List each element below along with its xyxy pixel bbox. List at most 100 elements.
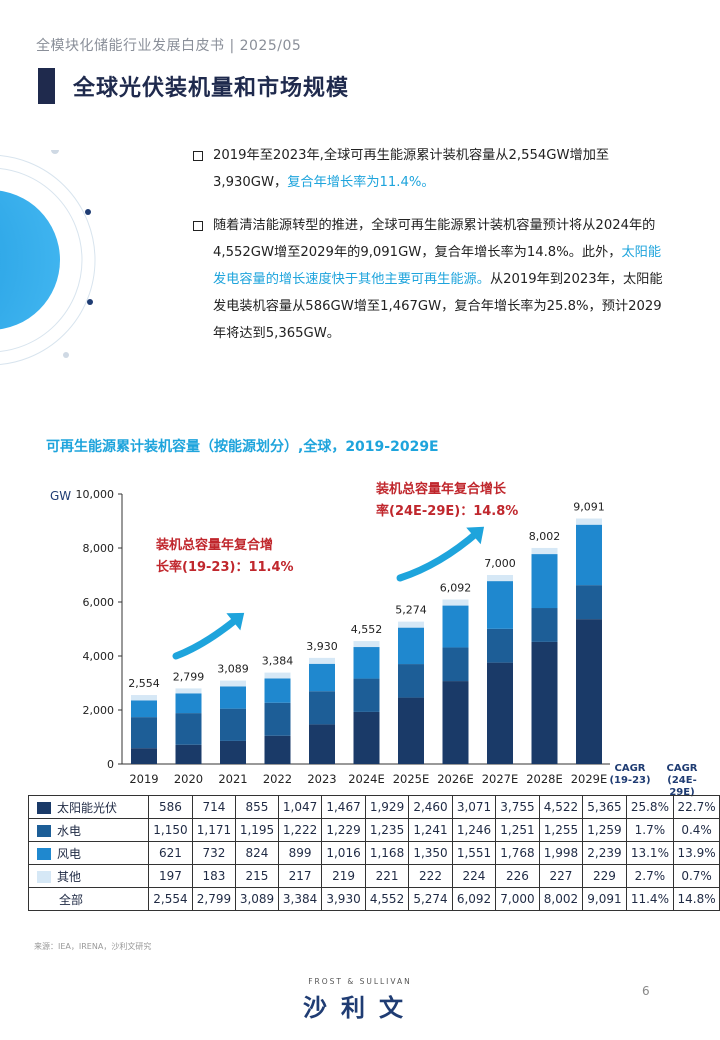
bar-segment-other <box>576 518 602 525</box>
cagr-header-24-29-line1: CAGR <box>666 763 698 774</box>
table-cell: 226 <box>495 864 540 888</box>
checkbox-bullet-icon <box>193 151 203 161</box>
bar-segment-other <box>442 599 469 606</box>
cagr-cell: 25.8% <box>625 795 675 819</box>
table-cell: 3,071 <box>451 795 497 819</box>
table-cell: 1,195 <box>235 818 279 842</box>
y-tick-label: 10,000 <box>76 488 115 501</box>
table-cell: 899 <box>277 841 323 865</box>
row-label: 全部 <box>27 887 150 911</box>
cagr-cell: 13.1% <box>625 841 675 865</box>
cagr-annotation-right: 装机总容量年复合增长 率(24E-29E)：14.8% <box>376 479 518 523</box>
growth-arrow-right <box>396 528 482 582</box>
table-cell: 217 <box>277 864 323 888</box>
table-row-wind: 风电 621 732 824 899 1,016 1,168 1,350 1,551 1,768 1… <box>27 841 720 865</box>
source-note: 来源：IEA，IRENA，沙利文研究 <box>34 942 152 951</box>
bar-segment-hydro <box>264 702 291 736</box>
bar-total-label: 8,002 <box>529 530 561 543</box>
bar-segment-wind <box>131 700 157 718</box>
x-tick-label: 2022 <box>263 772 292 786</box>
bar-segment-wind <box>309 663 335 692</box>
table-cell: 824 <box>235 841 279 865</box>
row-label-text: 其他 <box>57 869 82 884</box>
bar-segment-wind <box>220 686 246 709</box>
legend-swatch <box>37 802 51 814</box>
summary-bullets: 2019年至2023年,全球可再生能源累计装机容量从2,554GW增加至3,93… <box>193 142 673 363</box>
table-cell: 219 <box>321 864 366 888</box>
bar-total-label: 4,552 <box>351 623 383 636</box>
cagr-cell: 14.8% <box>673 887 720 911</box>
row-label: 风电 <box>27 841 150 865</box>
bar-segment-solar <box>442 681 469 764</box>
bar-segment-other <box>309 657 335 664</box>
table-cell: 1,246 <box>451 818 497 842</box>
cagr-cell: 22.7% <box>673 795 720 819</box>
table-cell: 221 <box>364 864 410 888</box>
table-cell: 2,554 <box>148 887 193 911</box>
x-tick-label: 2021 <box>218 772 247 786</box>
table-cell: 1,998 <box>538 841 584 865</box>
bar-total-label: 6,092 <box>440 582 472 595</box>
table-cell: 1,768 <box>495 841 540 865</box>
x-tick-label: 2024E <box>348 772 385 786</box>
x-tick-label: 2019 <box>129 772 158 786</box>
table-row-solar: 太阳能光伏 586 714 855 1,047 1,467 1,929 2,460 3,071 3… <box>27 795 720 819</box>
stacked-bar-chart: GW 0 2,000 4,000 6,000 8,000 10,000 2,554 2019 2,… <box>50 488 610 786</box>
cagr-annotation-left-line2: 长率(19-23)：11.4% <box>156 560 294 575</box>
bar-segment-solar <box>220 740 246 764</box>
bar-total-label: 3,930 <box>306 640 338 653</box>
cagr-annotation-right-line1: 装机总容量年复合增长 <box>376 482 507 497</box>
bar-total-label: 3,089 <box>217 663 249 676</box>
cagr-annotation-left-line1: 装机总容量年复合增 <box>156 538 274 553</box>
bar-segment-solar <box>487 662 513 764</box>
bar-segment-solar <box>264 735 291 764</box>
bar-segment-other <box>487 575 513 582</box>
table-cell: 215 <box>235 864 279 888</box>
bar-segment-hydro <box>576 585 602 620</box>
checkbox-bullet-icon <box>193 221 203 231</box>
table-cell: 1,259 <box>582 818 627 842</box>
table-cell: 1,150 <box>148 818 193 842</box>
table-cell: 229 <box>582 864 627 888</box>
bar-segment-solar <box>175 744 202 764</box>
bar-segment-hydro <box>309 691 335 725</box>
bar-segment-hydro <box>175 713 202 745</box>
legend-swatch <box>37 825 51 837</box>
cagr-header-19-23-line1: CAGR <box>614 763 646 774</box>
bullet-2: 随着清洁能源转型的推进，全球可再生能源累计装机容量预计将从2024年的4,552… <box>193 212 673 347</box>
cagr-cell: 13.9% <box>673 841 720 865</box>
row-label: 水电 <box>27 818 150 842</box>
table-cell: 1,241 <box>408 818 453 842</box>
bar-segment-solar <box>131 748 157 764</box>
row-label-text: 太阳能光伏 <box>57 800 118 815</box>
x-tick-label: 2027E <box>482 772 519 786</box>
cagr-annotation-right-line2: 率(24E-29E)：14.8% <box>376 504 519 519</box>
bar-segment-other <box>264 672 291 679</box>
cagr-header-19-23: CAGR (19-23) <box>608 763 652 787</box>
table-cell: 7,000 <box>495 887 540 911</box>
table-cell: 3,755 <box>495 795 540 819</box>
bar-segment-other <box>131 695 157 701</box>
x-tick-label: 2028E <box>526 772 563 786</box>
row-label-text: 风电 <box>57 846 82 861</box>
bar-segment-hydro <box>442 647 469 682</box>
cagr-cell: 0.7% <box>673 864 720 888</box>
table-cell: 5,274 <box>408 887 453 911</box>
table-cell: 1,255 <box>538 818 584 842</box>
table-cell: 227 <box>538 864 584 888</box>
table-cell: 621 <box>148 841 193 865</box>
y-tick-label: 4,000 <box>83 650 115 663</box>
document-header: 全模块化储能行业发展白皮书 | 2025/05 <box>36 38 302 54</box>
title-accent-bar <box>38 68 55 104</box>
cagr-cell: 11.4% <box>625 887 675 911</box>
bar-segment-solar <box>353 711 380 764</box>
table-cell: 6,092 <box>451 887 497 911</box>
cagr-cell: 1.7% <box>625 818 675 842</box>
bar-segment-solar <box>398 697 424 764</box>
table-cell: 4,552 <box>364 887 410 911</box>
x-tick-label: 2020 <box>174 772 203 786</box>
table-cell: 1,222 <box>277 818 323 842</box>
bar-segment-wind <box>175 693 202 714</box>
table-cell: 222 <box>408 864 453 888</box>
row-label: 太阳能光伏 <box>27 795 150 819</box>
